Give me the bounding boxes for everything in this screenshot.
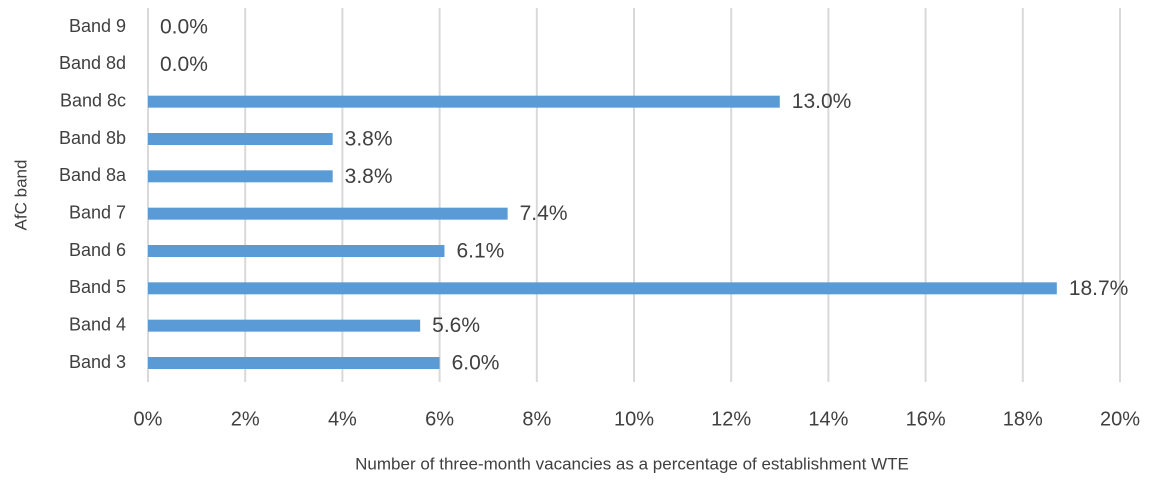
y-axis-title: AfC band	[11, 160, 30, 231]
data-label: 13.0%	[792, 90, 852, 113]
y-tick-label: Band 9	[69, 16, 126, 36]
y-tick-label: Band 4	[69, 314, 126, 334]
x-tick-label: 8%	[522, 408, 551, 430]
bar	[148, 170, 333, 183]
data-label: 18.7%	[1069, 277, 1129, 300]
data-label: 3.8%	[345, 128, 393, 151]
bar	[148, 207, 508, 220]
y-tick-label: Band 8d	[59, 53, 126, 73]
y-tick-label: Band 8c	[60, 90, 126, 110]
data-label: 6.0%	[452, 352, 500, 375]
x-tick-label: 20%	[1100, 408, 1140, 430]
x-tick-label: 18%	[1003, 408, 1043, 430]
data-label: 7.4%	[520, 202, 568, 225]
x-tick-label: 10%	[614, 408, 654, 430]
x-tick-label: 12%	[711, 408, 751, 430]
bar	[148, 245, 445, 257]
bar	[148, 282, 1057, 295]
x-axis-title: Number of three-month vacancies as a per…	[355, 454, 909, 473]
y-tick-label: Band 8b	[59, 128, 126, 148]
x-tick-label: 16%	[906, 408, 946, 430]
x-tick-label: 6%	[425, 408, 454, 430]
bar	[148, 95, 780, 108]
bar	[148, 319, 421, 332]
data-label: 6.1%	[456, 240, 504, 263]
x-tick-label: 14%	[808, 408, 848, 430]
y-tick-label: Band 5	[69, 277, 126, 297]
data-label: 0.0%	[160, 53, 208, 76]
y-tick-label: Band 3	[69, 352, 126, 372]
y-tick-label: Band 8a	[59, 165, 127, 185]
data-label: 0.0%	[160, 16, 208, 39]
data-label: 5.6%	[432, 314, 480, 337]
x-tick-label: 0%	[134, 408, 163, 430]
x-tick-label: 2%	[231, 408, 260, 430]
y-tick-label: Band 7	[69, 202, 126, 222]
y-tick-label: Band 6	[69, 240, 126, 260]
bar	[148, 133, 333, 145]
x-tick-label: 4%	[328, 408, 357, 430]
bar	[148, 357, 440, 369]
data-label: 3.8%	[345, 165, 393, 188]
